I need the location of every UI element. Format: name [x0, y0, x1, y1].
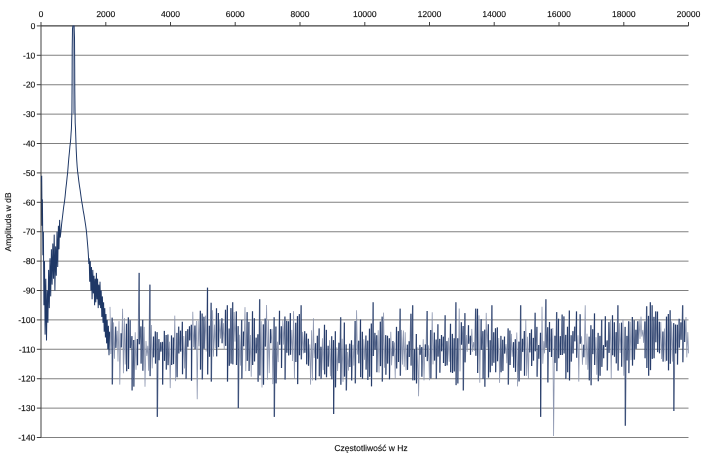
- svg-text:20000: 20000: [677, 9, 701, 19]
- svg-text:10000: 10000: [353, 9, 377, 19]
- svg-text:4000: 4000: [161, 9, 180, 19]
- svg-text:-20: -20: [23, 80, 36, 90]
- svg-text:Częstotliwość w Hz: Częstotliwość w Hz: [334, 443, 407, 453]
- svg-text:0: 0: [31, 21, 36, 31]
- svg-text:-110: -110: [19, 344, 36, 354]
- svg-text:Amplituda w dB: Amplituda w dB: [3, 192, 13, 251]
- svg-text:12000: 12000: [418, 9, 442, 19]
- svg-text:14000: 14000: [482, 9, 506, 19]
- svg-text:-80: -80: [23, 256, 36, 266]
- svg-text:6000: 6000: [226, 9, 245, 19]
- svg-text:18000: 18000: [612, 9, 636, 19]
- svg-text:8000: 8000: [291, 9, 310, 19]
- svg-text:-70: -70: [23, 227, 36, 237]
- svg-text:-40: -40: [23, 139, 36, 149]
- svg-text:-90: -90: [23, 286, 36, 296]
- svg-text:0: 0: [39, 9, 44, 19]
- svg-text:-10: -10: [23, 50, 36, 60]
- svg-text:2000: 2000: [96, 9, 115, 19]
- svg-text:-140: -140: [18, 433, 35, 443]
- svg-text:-60: -60: [23, 197, 36, 207]
- svg-text:-50: -50: [23, 168, 36, 178]
- svg-text:-100: -100: [18, 315, 35, 325]
- svg-text:-30: -30: [23, 109, 36, 119]
- svg-text:16000: 16000: [547, 9, 571, 19]
- svg-text:-120: -120: [18, 374, 35, 384]
- svg-text:-130: -130: [18, 403, 35, 413]
